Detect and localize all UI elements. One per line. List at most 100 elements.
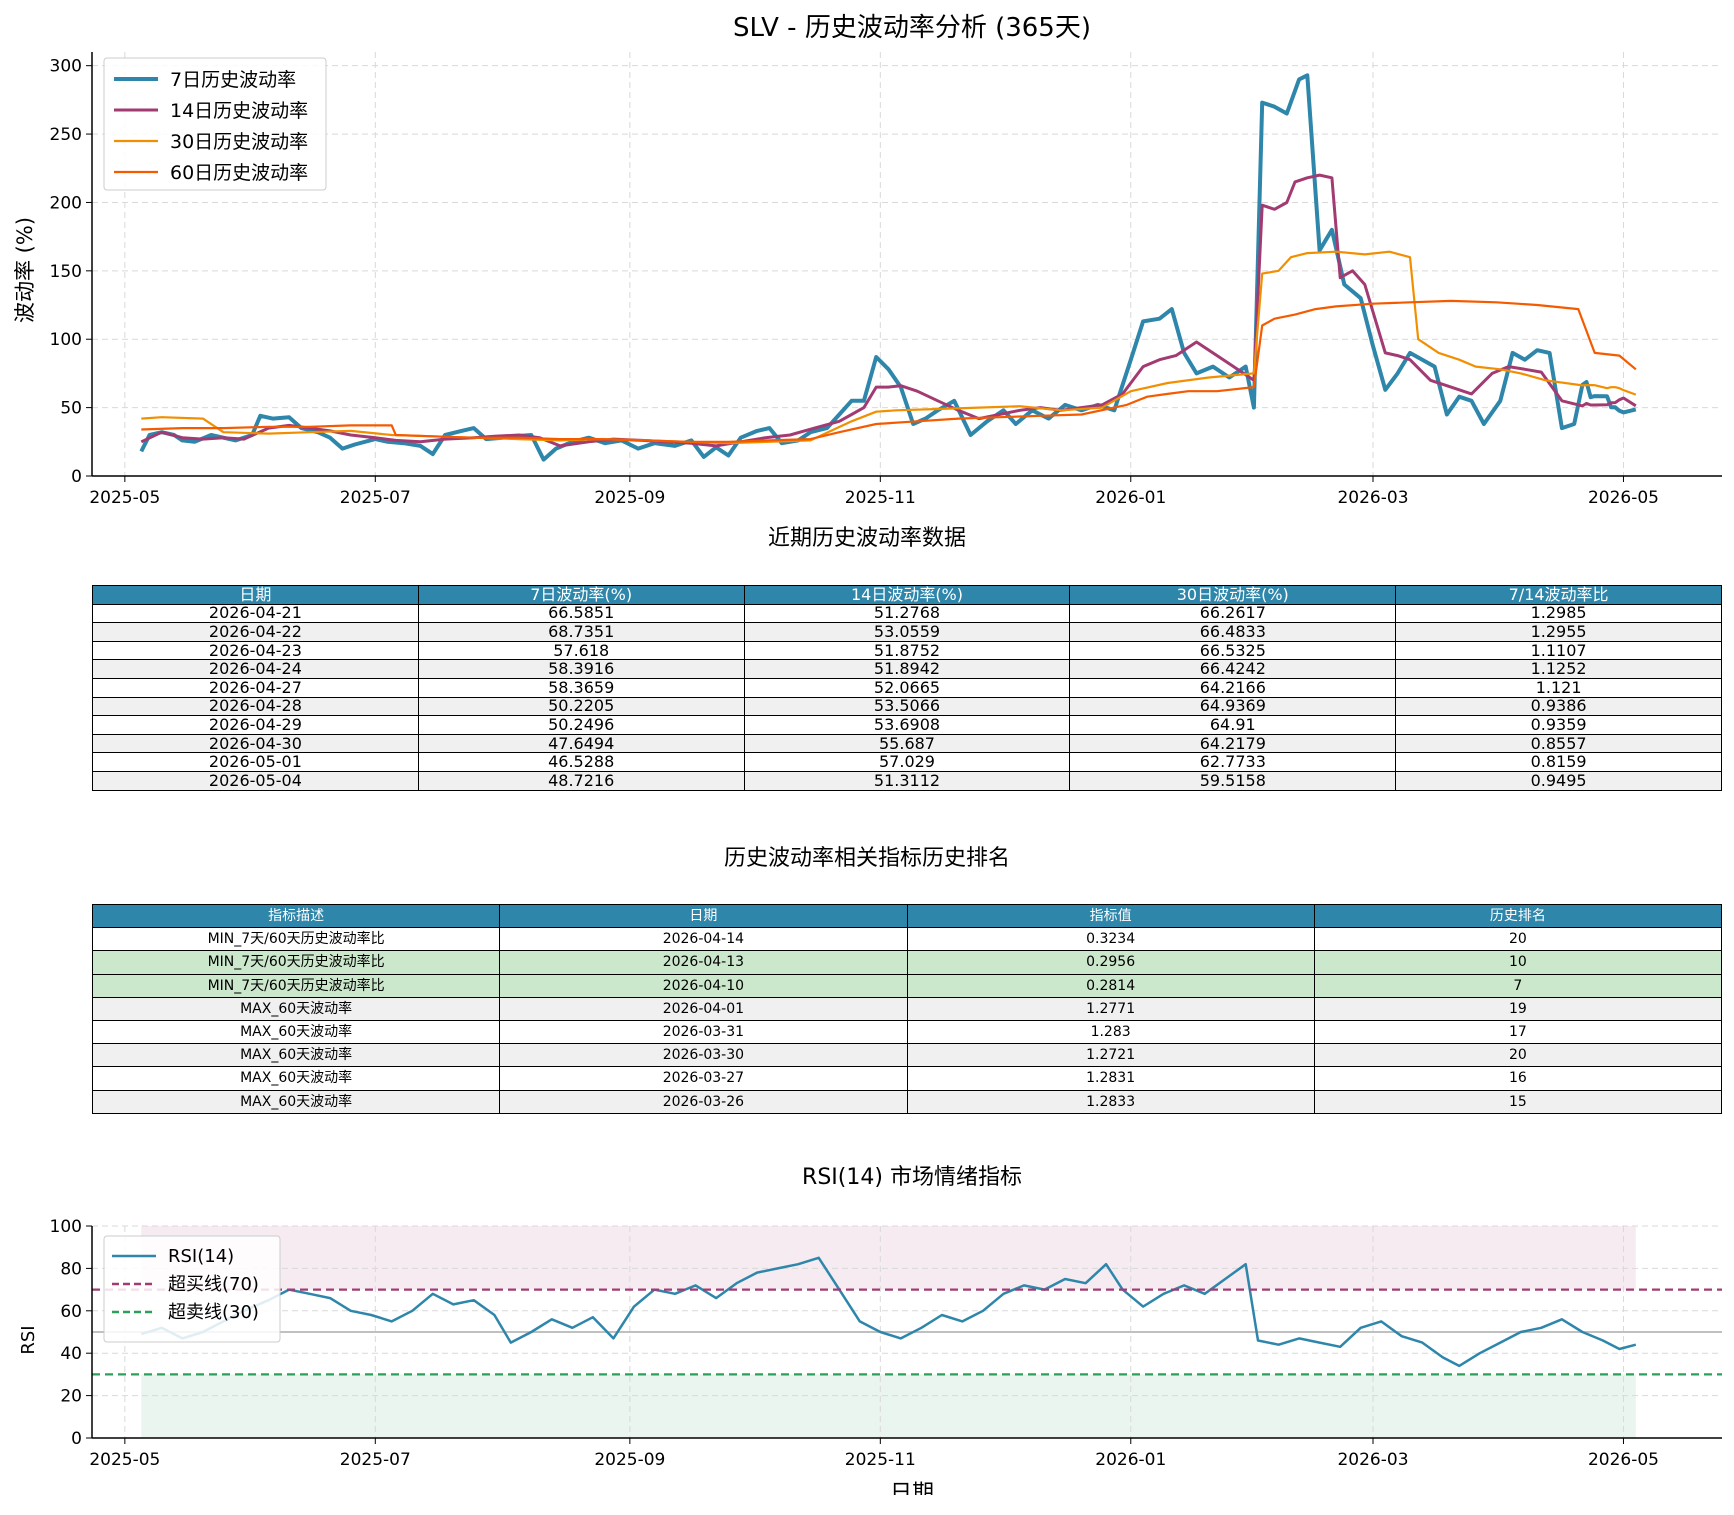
y-tick-label: 40 <box>60 1344 82 1364</box>
table-row: MAX_60天波动率 2026-03-26 1.2833 15 <box>91 1089 1723 1114</box>
table-row: 2026-05-04 48.7216 51.3112 59.5158 0.9495 <box>92 770 1722 791</box>
table-cell: 57.029 <box>743 752 1071 772</box>
volatility-chart: SLV - 历史波动率分析 (365天) 波动率 (%) 2025-05 2025… <box>13 13 1722 508</box>
table-row: 2026-04-29 50.2496 53.6908 64.91 0.9359 <box>92 715 1722 735</box>
table-cell: 1.121 <box>1395 677 1722 698</box>
volatility-chart-title: SLV - 历史波动率分析 (365天) <box>733 13 1091 43</box>
table-cell: 0.9386 <box>1395 696 1722 717</box>
table-cell: 0.2814 <box>906 973 1315 998</box>
table-cell: 1.283 <box>906 1019 1315 1045</box>
x-tick-label: 2026-05 <box>1588 488 1659 508</box>
rsi-chart-title: RSI(14) 市场情绪指标 <box>802 1165 1022 1190</box>
table-cell: 66.5851 <box>417 603 745 624</box>
table-cell: 1.2721 <box>906 1043 1315 1068</box>
table-cell: 53.0559 <box>743 622 1071 642</box>
table-cell: 51.3112 <box>743 770 1071 791</box>
table-cell: 2026-04-23 <box>92 640 419 661</box>
table-cell: MIN_7天/60天历史波动率比 <box>91 973 501 998</box>
legend-rsi: RSI(14) <box>168 1246 234 1267</box>
y-tick-label: 100 <box>50 1217 82 1237</box>
table-cell: 0.9359 <box>1395 715 1722 735</box>
rsi-y-axis-label: RSI <box>18 1325 39 1354</box>
series-line-2 <box>141 250 1637 445</box>
table-cell: 50.2205 <box>417 696 745 717</box>
legend-overbought: 超买线(70) <box>168 1274 259 1295</box>
table-cell: MAX_60天波动率 <box>91 1043 501 1068</box>
table-cell: 47.6494 <box>417 733 745 754</box>
table-row: MAX_60天波动率 2026-03-31 1.283 17 <box>91 1019 1723 1045</box>
table-row: 2026-04-28 50.2205 53.5066 64.9369 0.9386 <box>92 696 1722 717</box>
table-row: 2026-04-22 68.7351 53.0559 66.4833 1.2955 <box>92 622 1722 642</box>
table-cell: 2026-04-27 <box>92 677 419 698</box>
table-cell: 19 <box>1313 996 1723 1021</box>
table-cell: 2026-04-22 <box>92 622 419 642</box>
recent-volatility-table: 日期 7日波动率(%) 14日波动率(%) 30日波动率(%) 7/14波动率比 202… <box>92 585 1722 791</box>
table-cell: 48.7216 <box>417 770 745 791</box>
table-cell: 66.2617 <box>1069 603 1397 624</box>
table-row: 2026-04-30 47.6494 55.687 64.2179 0.8557 <box>92 733 1722 754</box>
volatility-y-axis-label: 波动率 (%) <box>13 217 37 323</box>
rsi-chart: RSI(14) 市场情绪指标 RSI 日期 2025-05 2025-07 2025… <box>18 1165 1722 1495</box>
rsi-legend: RSI(14) 超买线(70) 超卖线(30) <box>103 1235 281 1343</box>
column-header: 14日波动率(%) <box>743 585 1071 605</box>
recent-volatility-table-title: 近期历史波动率数据 <box>767 526 966 551</box>
table-cell: 1.2833 <box>906 1089 1315 1114</box>
table-cell: 64.2179 <box>1069 733 1397 754</box>
table-row: MIN_7天/60天历史波动率比 2026-04-10 0.2814 7 <box>91 973 1723 998</box>
table-row: MAX_60天波动率 2026-03-27 1.2831 16 <box>91 1066 1723 1091</box>
y-tick-label: 250 <box>50 125 82 145</box>
column-header: 7/14波动率比 <box>1395 585 1722 605</box>
x-tick-label: 2025-05 <box>89 488 160 508</box>
table-cell: 2026-05-01 <box>92 752 419 772</box>
table-cell: 64.9369 <box>1069 696 1397 717</box>
table-cell: 0.8557 <box>1395 733 1722 754</box>
table-cell: 2026-04-01 <box>499 996 908 1021</box>
table-row: 2026-05-01 46.5288 57.029 62.7733 0.8159 <box>92 752 1722 772</box>
column-header: 7日波动率(%) <box>417 585 745 605</box>
table-row: 2026-04-27 58.3659 52.0665 64.2166 1.121 <box>92 677 1722 698</box>
x-tick-label: 2025-09 <box>594 488 665 508</box>
table-row: MAX_60天波动率 2026-03-30 1.2721 20 <box>91 1043 1723 1068</box>
y-tick-label: 200 <box>50 193 82 213</box>
y-tick-label: 20 <box>60 1387 82 1407</box>
table-cell: 53.6908 <box>743 715 1071 735</box>
table-cell: 66.4242 <box>1069 659 1397 679</box>
table-cell: 68.7351 <box>417 622 745 642</box>
table-cell: 2026-03-30 <box>499 1043 908 1068</box>
table-cell: 59.5158 <box>1069 770 1397 791</box>
table-cell: 1.1252 <box>1395 659 1722 679</box>
table-cell: 20 <box>1313 927 1723 952</box>
table-cell: 0.2956 <box>906 950 1315 975</box>
table-cell: 16 <box>1313 1066 1723 1091</box>
table-cell: 2026-04-10 <box>499 973 908 998</box>
table-cell: 50.2496 <box>417 715 745 735</box>
table-cell: MAX_60天波动率 <box>91 1019 501 1045</box>
x-tick-label: 2025-07 <box>340 1450 411 1470</box>
x-tick-label: 2026-03 <box>1337 1450 1408 1470</box>
legend-oversold: 超卖线(30) <box>168 1302 259 1323</box>
legend-60d: 60日历史波动率 <box>170 162 308 184</box>
table-cell: 58.3659 <box>417 677 745 698</box>
table-cell: 15 <box>1313 1089 1723 1114</box>
table-cell: 66.4833 <box>1069 622 1397 642</box>
series-line-0 <box>139 73 1637 462</box>
table-cell: 1.2985 <box>1395 603 1722 624</box>
table-cell: 20 <box>1313 1043 1723 1068</box>
table-cell: 2026-04-14 <box>499 927 908 952</box>
table-cell: 2026-04-28 <box>92 696 419 717</box>
x-tick-label: 2025-09 <box>594 1450 665 1470</box>
series-line-1 <box>140 173 1637 448</box>
series-line-0 <box>140 1256 1637 1368</box>
y-tick-label: 300 <box>50 57 82 77</box>
table-cell: 2026-04-30 <box>92 733 419 754</box>
y-tick-label: 50 <box>60 399 82 419</box>
table-row: 2026-04-24 58.3916 51.8942 66.4242 1.1252 <box>92 659 1722 679</box>
table-cell: 1.1107 <box>1395 640 1722 661</box>
x-tick-label: 2026-05 <box>1588 1450 1659 1470</box>
rsi-band-0 <box>141 1226 1636 1290</box>
table-cell: 17 <box>1313 1019 1723 1045</box>
column-header: 日期 <box>499 903 908 929</box>
ranking-table-title: 历史波动率相关指标历史排名 <box>723 846 1010 871</box>
column-header: 30日波动率(%) <box>1069 585 1397 605</box>
table-cell: 62.7733 <box>1069 752 1397 772</box>
